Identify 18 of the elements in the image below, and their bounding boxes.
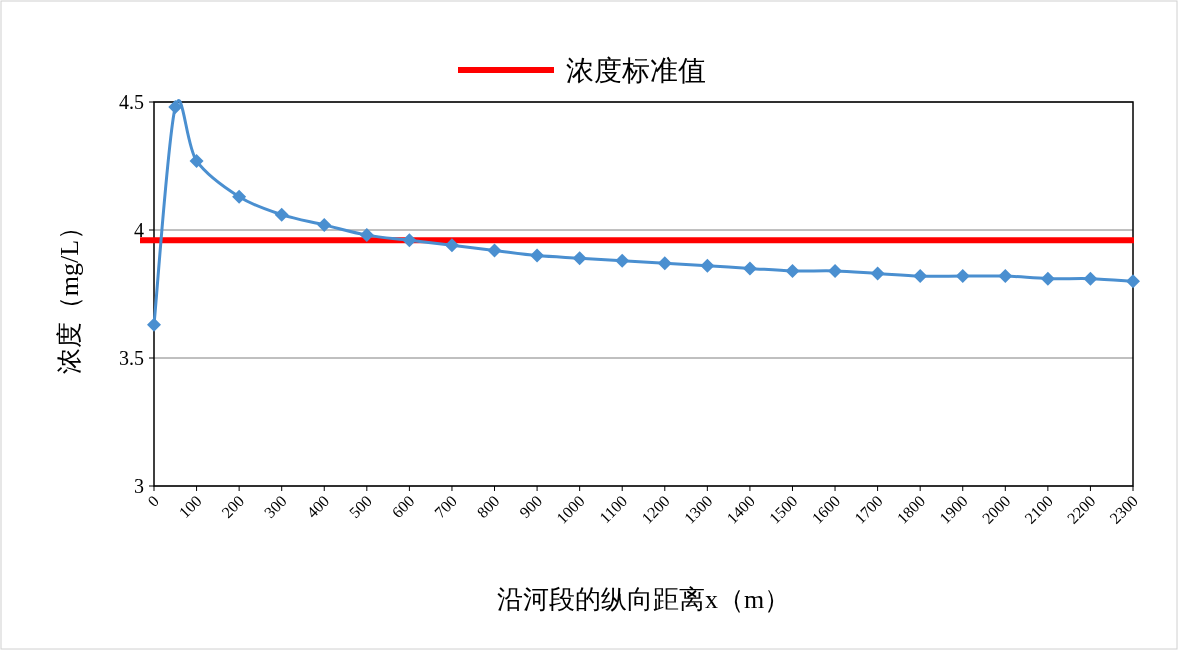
y-axis-title: 浓度（mg/L） — [55, 213, 84, 375]
x-tick-label: 400 — [303, 492, 333, 522]
x-tick-label: 0 — [144, 492, 163, 510]
x-tick-label: 1100 — [596, 492, 631, 527]
x-tick-label: 900 — [516, 492, 546, 522]
y-tick-label: 3.5 — [119, 347, 144, 369]
x-axis-title: 沿河段的纵向距离x（m） — [496, 585, 791, 614]
y-tick-label: 4 — [134, 219, 144, 241]
x-tick-label: 300 — [260, 492, 290, 522]
x-tick-label: 100 — [175, 492, 205, 522]
x-tick-label: 700 — [431, 492, 461, 522]
x-tick-label: 500 — [345, 492, 375, 522]
legend-label: 浓度标准值 — [566, 55, 706, 86]
x-tick-label: 200 — [218, 492, 248, 522]
y-tick-label: 3 — [134, 475, 144, 497]
x-tick-label: 800 — [473, 492, 503, 522]
x-tick-label: 600 — [388, 492, 418, 522]
y-tick-label: 4.5 — [119, 91, 144, 113]
